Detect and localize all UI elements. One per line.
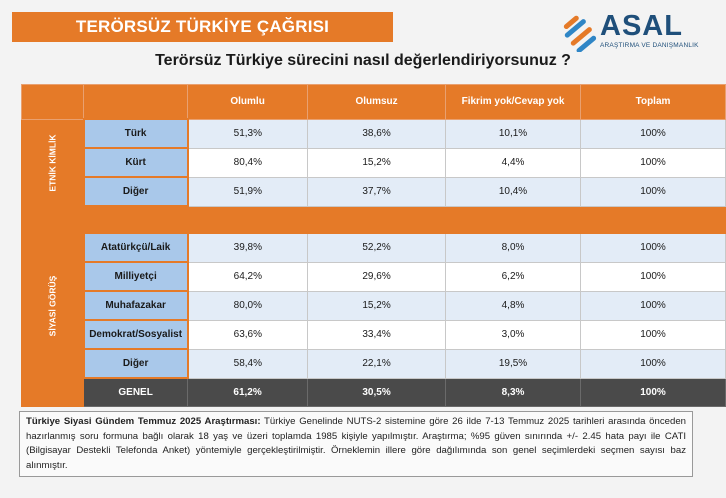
survey-question: Terörsüz Türkiye sürecini nasıl değerlen…: [155, 52, 571, 69]
table-row: Diğer 58,4% 22,1% 19,5% 100%: [22, 348, 726, 379]
row-label: Diğer: [82, 348, 189, 379]
header-corner-label: [83, 84, 189, 120]
cell: 15,2%: [307, 147, 447, 178]
cell: 3,0%: [445, 319, 582, 350]
cell: 100%: [580, 232, 726, 263]
banner-title: TERÖRSÜZ TÜRKİYE ÇAĞRISI: [12, 12, 393, 42]
note-title: Türkiye Siyasi Gündem Temmuz 2025 Araştı…: [26, 416, 261, 427]
cell: 51,3%: [187, 118, 309, 149]
cell: 38,6%: [307, 118, 447, 149]
cell: 6,2%: [445, 261, 582, 292]
cell: 39,8%: [187, 232, 309, 263]
cell: 19,5%: [445, 348, 582, 379]
row-label: Diğer: [82, 176, 189, 207]
genel-cell: 8,3%: [445, 377, 582, 407]
cell: 58,4%: [187, 348, 309, 379]
table-row: ETNİK KİMLİK Türk 51,3% 38,6% 10,1% 100%: [20, 118, 726, 207]
cell: 4,4%: [445, 147, 582, 178]
group-label-siyasi: SİYASİ GÖRÜŞ: [20, 232, 85, 379]
row-label: Demokrat/Sosyalist: [82, 319, 189, 350]
cell: 8,0%: [445, 232, 582, 263]
genel-row: GENEL 61,2% 30,5% 8,3% 100%: [20, 377, 726, 407]
cell: 100%: [580, 118, 726, 149]
group-label-etnik: ETNİK KİMLİK: [20, 118, 85, 207]
cell: 100%: [580, 147, 726, 178]
col-fikrim-yok: Fikrim yok/Cevap yok: [445, 84, 582, 120]
table-row: Muhafazakar 80,0% 15,2% 4,8% 100%: [22, 290, 726, 321]
genel-cell: 30,5%: [307, 377, 447, 407]
cell: 100%: [580, 290, 726, 321]
cell: 37,7%: [307, 176, 447, 207]
genel-label: GENEL: [83, 377, 189, 407]
cell: 52,2%: [307, 232, 447, 263]
genel-cell: 100%: [580, 377, 726, 407]
cell: 29,6%: [307, 261, 447, 292]
cell: 10,4%: [445, 176, 582, 207]
cell: 100%: [580, 348, 726, 379]
cell: 100%: [580, 319, 726, 350]
cell: 100%: [580, 176, 726, 207]
note-text: Türkiye Genelinde NUTS-2 sistemine göre …: [26, 416, 686, 471]
genel-cell: 61,2%: [187, 377, 309, 407]
table-row: SİYASİ GÖRÜŞ Atatürkçü/Laik 39,8% 52,2% …: [20, 232, 726, 379]
table-row: Demokrat/Sosyalist 63,6% 33,4% 3,0% 100%: [22, 319, 726, 350]
cell: 15,2%: [307, 290, 447, 321]
cell: 80,4%: [187, 147, 309, 178]
separator-row: [21, 205, 726, 234]
header-row: Olumlu Olumsuz Fikrim yok/Cevap yok Topl…: [20, 84, 726, 120]
logo-subtitle: ARAŞTIRMA VE DANIŞMANLIK: [600, 42, 699, 49]
row-label: Kürt: [82, 147, 189, 178]
logo-name: ASAL: [600, 10, 683, 42]
col-toplam: Toplam: [580, 84, 726, 120]
table-row: Kürt 80,4% 15,2% 4,4% 100%: [22, 147, 726, 178]
cell: 33,4%: [307, 319, 447, 350]
cell: 51,9%: [187, 176, 309, 207]
genel-side: [20, 377, 85, 407]
methodology-note: Türkiye Siyasi Gündem Temmuz 2025 Araştı…: [19, 411, 693, 477]
cell: 100%: [580, 261, 726, 292]
results-table: Olumlu Olumsuz Fikrim yok/Cevap yok Topl…: [20, 84, 726, 407]
cell: 10,1%: [445, 118, 582, 149]
asal-logo-icon: [563, 15, 597, 52]
row-label: Muhafazakar: [82, 290, 189, 321]
row-label: Milliyetçi: [82, 261, 189, 292]
cell: 22,1%: [307, 348, 447, 379]
cell: 64,2%: [187, 261, 309, 292]
header-corner: [20, 84, 85, 120]
separator: [21, 205, 726, 234]
col-olumsuz: Olumsuz: [307, 84, 447, 120]
row-label: Türk: [82, 118, 189, 149]
col-olumlu: Olumlu: [187, 84, 309, 120]
table-row: Milliyetçi 64,2% 29,6% 6,2% 100%: [22, 261, 726, 292]
cell: 63,6%: [187, 319, 309, 350]
row-label: Atatürkçü/Laik: [82, 232, 189, 263]
table-row: Diğer 51,9% 37,7% 10,4% 100%: [22, 176, 726, 207]
cell: 4,8%: [445, 290, 582, 321]
cell: 80,0%: [187, 290, 309, 321]
